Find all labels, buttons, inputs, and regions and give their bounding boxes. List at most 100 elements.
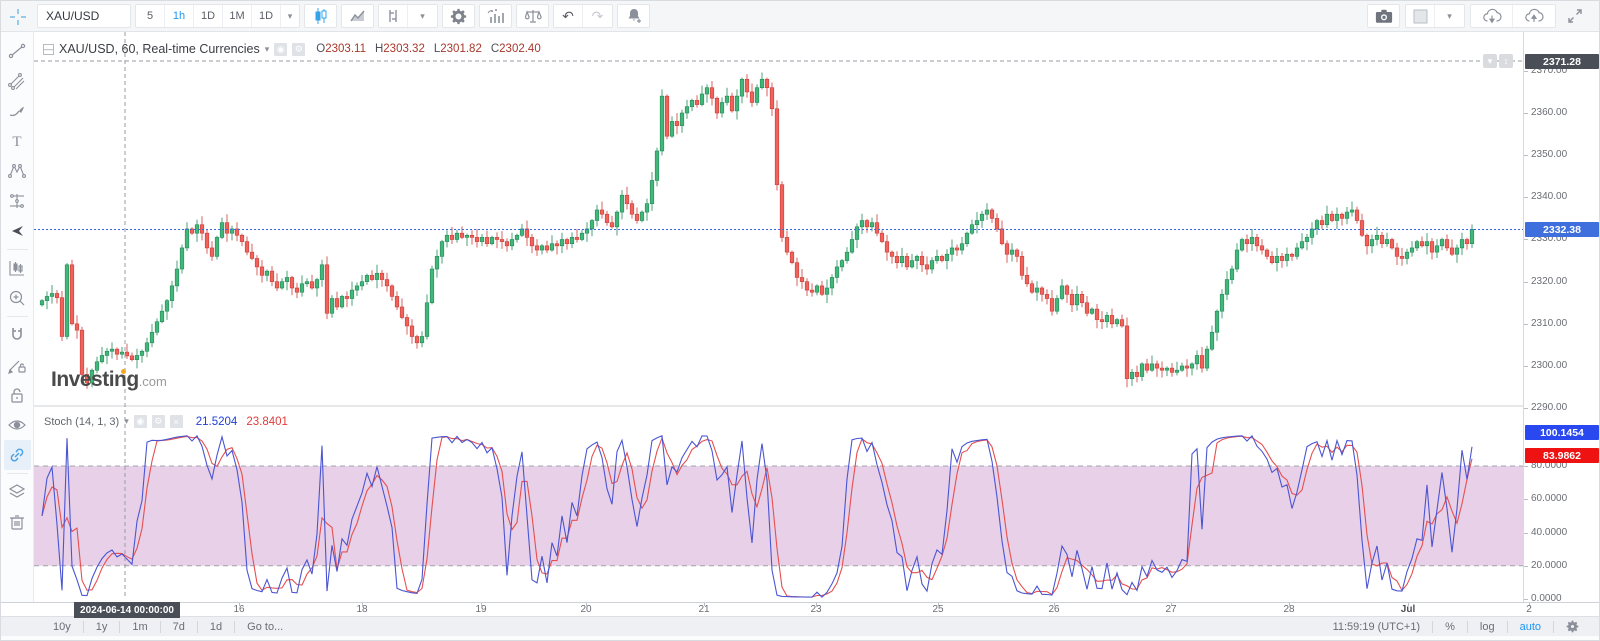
interval-dropdown[interactable]: ▾ bbox=[281, 5, 299, 27]
series-settings-icon[interactable]: ⚙ bbox=[292, 42, 306, 56]
position-tool-button[interactable] bbox=[4, 186, 31, 216]
candle-body bbox=[449, 234, 455, 240]
candle-body bbox=[1199, 355, 1205, 369]
interval-button-5[interactable]: 5 bbox=[136, 5, 165, 27]
fullscreen-button[interactable] bbox=[1561, 8, 1589, 24]
object-tree-tool-button[interactable] bbox=[4, 477, 31, 507]
brush-tool-button[interactable] bbox=[4, 96, 31, 126]
candle-body bbox=[829, 277, 835, 289]
chart-area[interactable]: — XAU/USD, 60, Real-time Currencies ▾ ◉ … bbox=[34, 32, 1599, 604]
scales-icon bbox=[524, 10, 542, 23]
text-tool-button[interactable]: T bbox=[4, 126, 31, 156]
candle-body bbox=[1044, 294, 1050, 299]
candle-body bbox=[554, 243, 560, 247]
scale-settings-gear[interactable] bbox=[1554, 620, 1591, 633]
chart-canvas[interactable] bbox=[34, 32, 1523, 602]
load-chart-button[interactable] bbox=[1471, 5, 1513, 27]
stoch-tick-label: 80.0000 bbox=[1523, 460, 1568, 471]
lock-all-tool-button[interactable] bbox=[4, 380, 31, 410]
pitchfork-tool-button[interactable] bbox=[4, 66, 31, 96]
interval-button-1d[interactable]: 1D bbox=[252, 5, 281, 27]
stoch-tick-label: 60.0000 bbox=[1523, 493, 1568, 505]
candle-body bbox=[1014, 249, 1020, 257]
crosshair-tool-button[interactable] bbox=[1, 1, 34, 32]
xabcd-pattern-tool-button[interactable] bbox=[4, 156, 31, 186]
collapse-pane-button[interactable]: — bbox=[43, 43, 54, 55]
indicator-settings-icon[interactable]: ⚙ bbox=[151, 415, 165, 428]
crosshair-add-alert-button[interactable]: ▾ bbox=[1483, 54, 1497, 68]
save-chart-button[interactable] bbox=[1513, 5, 1555, 27]
range-button-1y[interactable]: 1y bbox=[95, 620, 108, 633]
interval-button-1m[interactable]: 1M bbox=[223, 5, 252, 27]
layout-select-button[interactable] bbox=[1406, 5, 1435, 27]
indicators-button[interactable] bbox=[479, 4, 512, 28]
add-alert-button[interactable] bbox=[617, 4, 650, 28]
candle-body bbox=[794, 262, 800, 278]
hide-series-icon[interactable]: ◉ bbox=[274, 42, 288, 56]
candle-body bbox=[539, 245, 545, 251]
interval-button-1d[interactable]: 1D bbox=[194, 5, 223, 27]
candle-body bbox=[459, 232, 465, 238]
remove-all-tool-button[interactable] bbox=[4, 507, 31, 537]
compare-scales-button[interactable] bbox=[516, 4, 549, 28]
percent-scale-button[interactable]: % bbox=[1445, 620, 1455, 633]
candle-body bbox=[254, 258, 260, 268]
bar-measure-tool-button[interactable] bbox=[4, 253, 31, 283]
candle-body bbox=[409, 325, 415, 337]
trend-line-tool-button[interactable] bbox=[4, 36, 31, 66]
time-tick bbox=[362, 603, 363, 606]
layout-group: ▾ bbox=[1405, 4, 1465, 28]
hide-indicator-icon[interactable]: ◉ bbox=[133, 415, 147, 428]
candle-body bbox=[1139, 363, 1145, 377]
undo-button[interactable]: ↶ bbox=[554, 5, 583, 27]
auto-scale-button[interactable]: auto bbox=[1519, 620, 1541, 633]
candle-body bbox=[844, 251, 850, 261]
candle-body bbox=[244, 241, 250, 253]
candle-body bbox=[509, 239, 515, 247]
layout-dropdown[interactable]: ▾ bbox=[1435, 5, 1464, 27]
close-value: 2302.40 bbox=[499, 43, 541, 55]
redo-button[interactable]: ↷ bbox=[591, 7, 604, 24]
candlestick-style-button[interactable] bbox=[304, 4, 337, 28]
candle-body bbox=[1024, 275, 1030, 285]
goto-button[interactable]: Go to... bbox=[247, 620, 284, 633]
stoch-d-value: 23.8401 bbox=[246, 415, 288, 428]
drawing-lock-tool-button[interactable] bbox=[4, 350, 31, 380]
time-axis[interactable]: 2024-06-14 00:00:00 16 18 19 20 21 23 25 26 27 28… bbox=[1, 602, 1599, 618]
chart-settings-button[interactable] bbox=[442, 4, 475, 28]
magnet-tool-button[interactable] bbox=[4, 320, 31, 350]
area-chart-style-button[interactable] bbox=[341, 4, 374, 28]
back-arrow-tool-button[interactable] bbox=[4, 216, 31, 246]
line-tools-dropdown[interactable]: ▾ bbox=[408, 5, 437, 27]
candle-body bbox=[684, 106, 690, 114]
hide-all-tool-button[interactable] bbox=[4, 410, 31, 440]
range-button-7d[interactable]: 7d bbox=[172, 620, 185, 633]
price-tick-label: 2330.00 bbox=[1523, 233, 1568, 245]
snapshot-button[interactable] bbox=[1367, 4, 1400, 28]
price-axis[interactable]: 2371.28 2332.38 100.1454 83.9862 2370.00… bbox=[1523, 32, 1599, 604]
candle-body bbox=[639, 211, 645, 221]
price-line-style-button[interactable] bbox=[379, 5, 408, 27]
candle-body bbox=[1299, 241, 1305, 249]
candle-body bbox=[504, 241, 510, 247]
symbol-input[interactable]: XAU/USD bbox=[37, 4, 131, 28]
zoom-in-tool-button[interactable] bbox=[4, 283, 31, 313]
remove-indicator-icon[interactable]: × bbox=[169, 415, 183, 428]
candle-body bbox=[1184, 365, 1190, 369]
candle-body bbox=[369, 275, 375, 280]
crosshair-drag-price-button[interactable]: ↕ bbox=[1499, 54, 1513, 68]
candle-body bbox=[1079, 294, 1085, 304]
range-button-1d[interactable]: 1d bbox=[209, 620, 223, 633]
range-button-10y[interactable]: 10y bbox=[53, 620, 71, 633]
candle-body bbox=[514, 234, 520, 240]
range-button-1m[interactable]: 1m bbox=[132, 620, 148, 633]
clock-label[interactable]: 11:59:19 (UTC+1) bbox=[1332, 620, 1421, 633]
sync-link-tool-button[interactable] bbox=[3, 440, 31, 470]
log-scale-button[interactable]: log bbox=[1479, 620, 1495, 633]
candle-body bbox=[1134, 372, 1140, 377]
interval-button-1h[interactable]: 1h bbox=[165, 5, 194, 27]
candle-body bbox=[1089, 308, 1095, 314]
candle-body bbox=[894, 256, 900, 263]
candle-body bbox=[939, 256, 945, 261]
candle-body bbox=[944, 253, 950, 261]
